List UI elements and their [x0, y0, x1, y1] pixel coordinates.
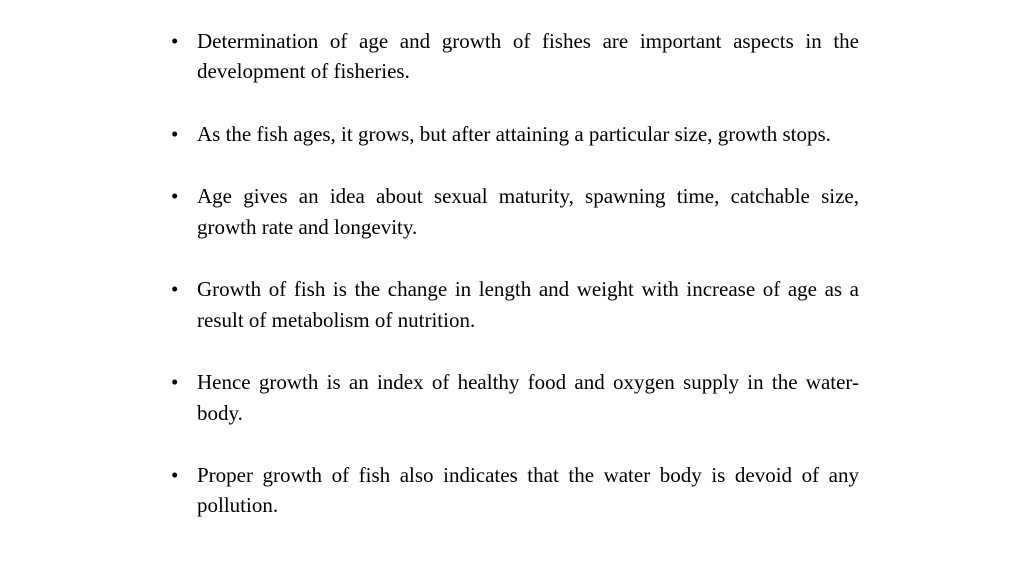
list-item: Age gives an idea about sexual maturity,… [165, 181, 859, 242]
bullet-text: Hence growth is an index of healthy food… [197, 370, 859, 424]
list-item: Hence growth is an index of healthy food… [165, 367, 859, 428]
list-item: Growth of fish is the change in length a… [165, 274, 859, 335]
bullet-text: Age gives an idea about sexual maturity,… [197, 184, 859, 238]
list-item: Proper growth of fish also indicates tha… [165, 460, 859, 521]
bullet-text: Growth of fish is the change in length a… [197, 277, 859, 331]
slide: Determination of age and growth of fishe… [0, 0, 1024, 576]
bullet-text: Determination of age and growth of fishe… [197, 29, 859, 83]
list-item: Determination of age and growth of fishe… [165, 26, 859, 87]
list-item: As the fish ages, it grows, but after at… [165, 119, 859, 149]
bullet-text: Proper growth of fish also indicates tha… [197, 463, 859, 517]
bullet-text: As the fish ages, it grows, but after at… [197, 122, 831, 146]
bullet-list: Determination of age and growth of fishe… [165, 26, 859, 521]
